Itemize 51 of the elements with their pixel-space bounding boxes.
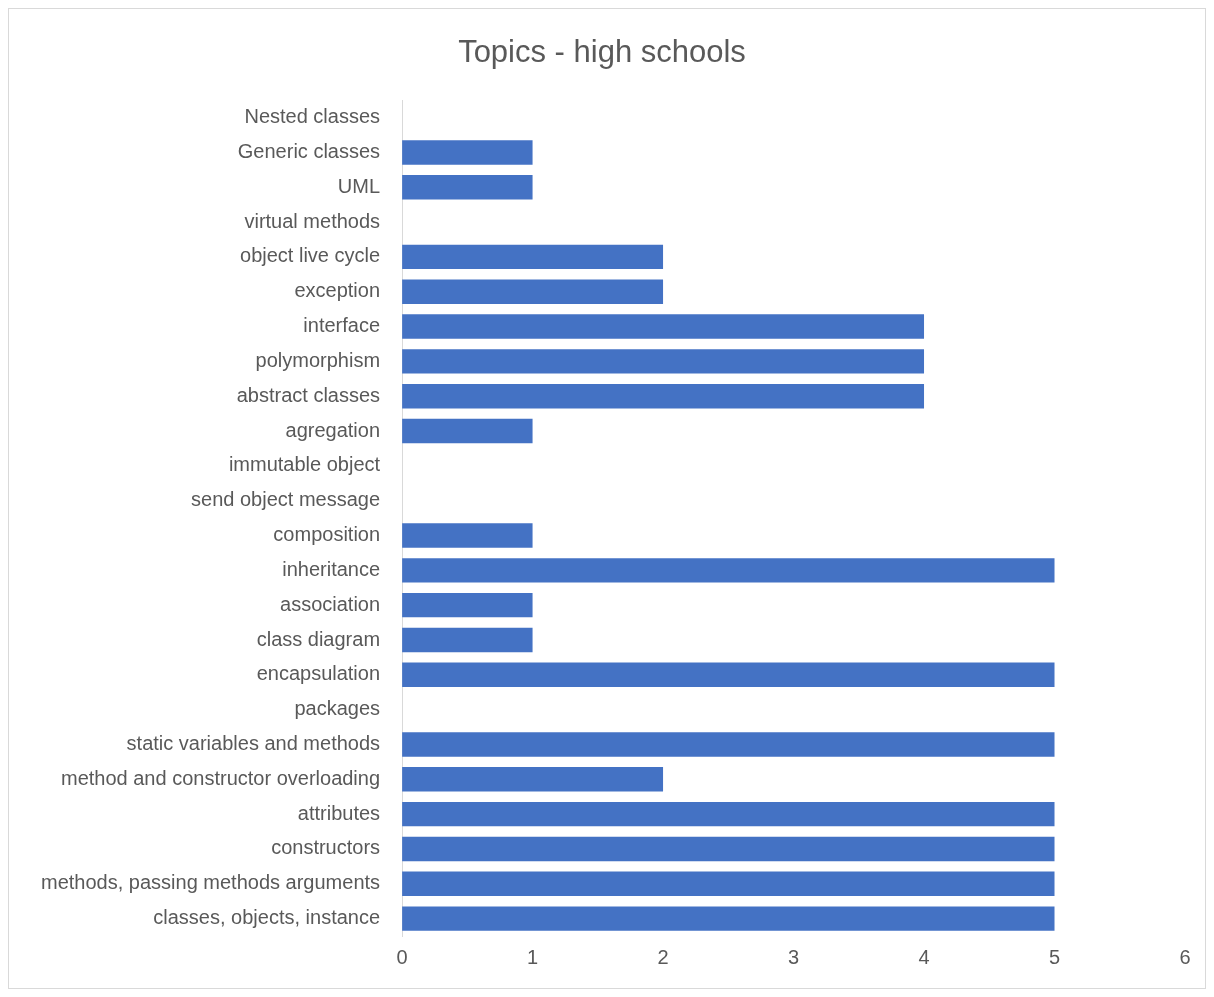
x-tick-label: 3 xyxy=(787,945,800,968)
bar xyxy=(402,592,533,618)
y-tick-label: virtual methods xyxy=(244,209,381,232)
y-tick-label: inheritance xyxy=(282,557,381,580)
y-tick-label: static variables and methods xyxy=(126,731,381,754)
x-tick-label: 1 xyxy=(527,945,539,968)
y-tick-label: abstract classes xyxy=(236,383,381,406)
bar xyxy=(402,836,1055,862)
bar xyxy=(402,244,664,270)
y-tick-label: association xyxy=(280,592,381,615)
y-tick-label: composition xyxy=(273,523,381,546)
bar xyxy=(402,732,1055,757)
bar xyxy=(402,349,925,374)
bar xyxy=(402,662,1055,687)
bar xyxy=(402,871,1055,896)
bar xyxy=(402,418,533,444)
bar xyxy=(402,175,533,200)
y-tick-label: object live cycle xyxy=(240,244,381,267)
y-tick-label: classes, objects, instance xyxy=(153,906,381,929)
bar xyxy=(402,384,925,409)
bar xyxy=(402,558,1055,583)
bar xyxy=(402,627,533,653)
y-tick-label: agregation xyxy=(285,418,381,441)
x-tick-label: 4 xyxy=(918,945,930,968)
y-tick-label: immutable object xyxy=(228,453,381,476)
chart-title: Topics - high schools xyxy=(458,34,746,70)
y-tick-label: class diagram xyxy=(256,627,381,650)
bar xyxy=(402,801,1055,827)
y-tick-label: Generic classes xyxy=(237,139,381,162)
bar xyxy=(402,279,664,304)
y-tick-label: exception xyxy=(294,279,381,302)
x-tick-label: 5 xyxy=(1048,945,1061,968)
bar xyxy=(402,140,533,165)
y-tick-label: send object message xyxy=(191,488,381,511)
x-tick-label: 0 xyxy=(396,945,408,968)
x-tick-label: 2 xyxy=(657,945,669,968)
y-tick-label: polymorphism xyxy=(255,348,381,371)
bar xyxy=(402,906,1055,931)
bar xyxy=(402,523,533,548)
y-tick-label: interface xyxy=(303,314,381,337)
y-tick-label: packages xyxy=(294,697,381,720)
y-tick-label: UML xyxy=(337,174,381,197)
x-tick-label: 6 xyxy=(1179,945,1191,968)
y-tick-label: encapsulation xyxy=(256,662,381,685)
y-tick-label: Nested classes xyxy=(244,105,381,128)
y-tick-label: methods, passing methods arguments xyxy=(40,871,381,894)
y-tick-label: attributes xyxy=(297,801,381,824)
bar xyxy=(402,314,925,339)
y-tick-label: constructors xyxy=(271,836,381,859)
y-tick-label: method and constructor overloading xyxy=(60,766,381,789)
bar xyxy=(402,767,664,792)
